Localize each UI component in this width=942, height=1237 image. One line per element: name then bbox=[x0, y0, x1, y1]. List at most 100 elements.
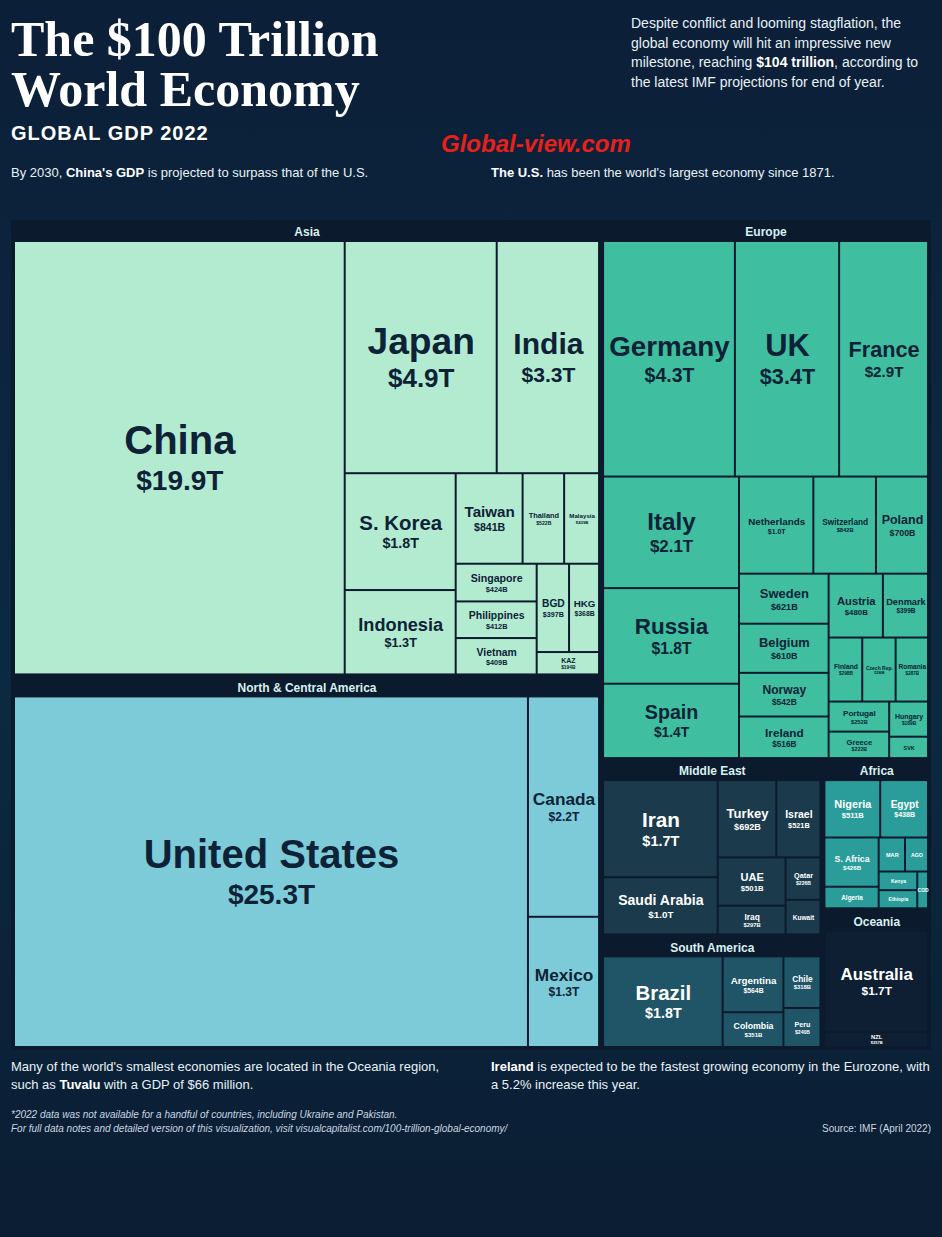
svg-text:Iran: Iran bbox=[642, 808, 680, 831]
svg-text:Germany: Germany bbox=[609, 331, 730, 362]
svg-text:$621B: $621B bbox=[771, 602, 798, 612]
svg-text:$692B: $692B bbox=[734, 822, 761, 832]
svg-text:United States: United States bbox=[144, 832, 400, 876]
svg-text:$399B: $399B bbox=[896, 607, 915, 615]
svg-text:Switzerland: Switzerland bbox=[822, 518, 868, 527]
svg-text:Mexico: Mexico bbox=[535, 965, 594, 985]
svg-text:S. Africa: S. Africa bbox=[835, 854, 870, 864]
svg-text:Ireland: Ireland bbox=[765, 726, 804, 739]
svg-text:$297B: $297B bbox=[743, 922, 760, 928]
svg-text:Japan: Japan bbox=[368, 320, 475, 362]
svg-text:Ethiopia: Ethiopia bbox=[889, 896, 909, 902]
svg-text:$501B: $501B bbox=[741, 884, 764, 893]
svg-text:$426B: $426B bbox=[843, 864, 862, 871]
svg-text:$2.2T: $2.2T bbox=[549, 810, 581, 824]
svg-text:Czech Rep.: Czech Rep. bbox=[866, 665, 894, 671]
svg-text:North & Central America: North & Central America bbox=[238, 681, 377, 695]
svg-text:Canada: Canada bbox=[533, 789, 596, 809]
svg-text:France: France bbox=[848, 337, 919, 362]
svg-text:$1.3T: $1.3T bbox=[384, 635, 417, 650]
svg-text:$522B: $522B bbox=[536, 520, 552, 526]
svg-text:SVK: SVK bbox=[904, 745, 915, 751]
svg-text:Kenya: Kenya bbox=[891, 878, 906, 884]
svg-text:Spain: Spain bbox=[645, 701, 699, 723]
svg-text:Vietnam: Vietnam bbox=[477, 647, 517, 658]
svg-text:Philippines: Philippines bbox=[469, 610, 525, 621]
svg-text:$2.1T: $2.1T bbox=[650, 537, 694, 556]
svg-text:South America: South America bbox=[670, 941, 755, 955]
svg-text:Nigeria: Nigeria bbox=[834, 798, 872, 810]
svg-text:AGO: AGO bbox=[911, 852, 923, 858]
svg-text:Norway: Norway bbox=[762, 683, 806, 697]
svg-text:$194B: $194B bbox=[561, 665, 576, 670]
svg-text:Argentina: Argentina bbox=[731, 975, 777, 986]
svg-text:Belgium: Belgium bbox=[759, 635, 810, 650]
svg-text:China: China bbox=[124, 418, 236, 462]
svg-text:$257B: $257B bbox=[871, 1040, 883, 1045]
svg-text:Chile: Chile bbox=[792, 974, 813, 984]
svg-text:$521B: $521B bbox=[788, 821, 810, 830]
svg-text:$511B: $511B bbox=[842, 811, 865, 820]
svg-text:$3.4T: $3.4T bbox=[760, 364, 815, 389]
svg-text:UK: UK bbox=[765, 328, 810, 363]
svg-text:Hungary: Hungary bbox=[895, 713, 923, 721]
svg-text:Romania: Romania bbox=[899, 663, 927, 670]
svg-text:Iraq: Iraq bbox=[744, 912, 759, 922]
svg-text:$1.7T: $1.7T bbox=[862, 984, 893, 998]
svg-text:Finland: Finland bbox=[834, 663, 858, 670]
svg-text:$19.9T: $19.9T bbox=[136, 465, 223, 496]
svg-text:$480B: $480B bbox=[845, 608, 868, 617]
svg-text:Saudi Arabia: Saudi Arabia bbox=[618, 892, 704, 908]
svg-text:Africa: Africa bbox=[860, 764, 894, 778]
svg-text:$189B: $189B bbox=[902, 721, 917, 726]
svg-text:$222B: $222B bbox=[852, 746, 868, 752]
svg-text:S. Korea: S. Korea bbox=[359, 512, 442, 534]
svg-text:Australia: Australia bbox=[841, 965, 914, 984]
svg-text:$516B: $516B bbox=[772, 740, 796, 749]
svg-text:Kuwait: Kuwait bbox=[793, 914, 815, 921]
svg-text:Middle East: Middle East bbox=[679, 764, 746, 778]
svg-text:Israel: Israel bbox=[785, 808, 813, 820]
svg-text:$368B: $368B bbox=[574, 610, 594, 618]
svg-text:$424B: $424B bbox=[486, 585, 509, 594]
svg-text:$1.4T: $1.4T bbox=[654, 725, 690, 740]
svg-text:$841B: $841B bbox=[474, 521, 506, 533]
svg-text:$1.3T: $1.3T bbox=[549, 985, 581, 999]
svg-text:$3.3T: $3.3T bbox=[521, 363, 575, 386]
svg-text:Oceania: Oceania bbox=[853, 915, 900, 929]
svg-text:NZL: NZL bbox=[871, 1034, 883, 1040]
svg-text:$438B: $438B bbox=[894, 811, 915, 819]
svg-text:$1.8T: $1.8T bbox=[382, 535, 419, 551]
svg-text:$1.0T: $1.0T bbox=[648, 909, 673, 920]
svg-text:Singapore: Singapore bbox=[471, 572, 523, 584]
svg-text:Taiwan: Taiwan bbox=[465, 503, 515, 520]
svg-text:$296B: $296B bbox=[874, 671, 885, 675]
svg-text:HKG: HKG bbox=[574, 598, 596, 609]
svg-text:Indonesia: Indonesia bbox=[358, 615, 444, 635]
svg-text:Thailand: Thailand bbox=[529, 511, 560, 520]
svg-text:Sweden: Sweden bbox=[760, 586, 809, 601]
svg-text:Netherlands: Netherlands bbox=[748, 516, 805, 527]
svg-text:$1.0T: $1.0T bbox=[768, 527, 786, 535]
svg-text:BGD: BGD bbox=[542, 598, 565, 609]
svg-text:$318B: $318B bbox=[794, 984, 811, 990]
svg-text:India: India bbox=[513, 327, 583, 360]
svg-text:$2.9T: $2.9T bbox=[865, 363, 905, 380]
svg-text:$1.8T: $1.8T bbox=[645, 1005, 682, 1021]
svg-text:Italy: Italy bbox=[647, 508, 696, 535]
svg-text:$287B: $287B bbox=[906, 671, 920, 676]
svg-text:$351B: $351B bbox=[744, 1031, 763, 1038]
svg-text:Austria: Austria bbox=[837, 595, 876, 607]
svg-text:KAZ: KAZ bbox=[561, 657, 576, 664]
svg-text:$252B: $252B bbox=[851, 719, 868, 725]
svg-text:$842B: $842B bbox=[837, 527, 854, 533]
svg-text:$240B: $240B bbox=[795, 1029, 810, 1035]
svg-text:$25.3T: $25.3T bbox=[228, 879, 315, 910]
svg-text:$409B: $409B bbox=[486, 658, 507, 667]
svg-text:Russia: Russia bbox=[635, 614, 709, 639]
svg-text:$564B: $564B bbox=[743, 987, 763, 995]
svg-text:Asia: Asia bbox=[294, 225, 320, 239]
svg-text:$1.8T: $1.8T bbox=[652, 640, 692, 657]
svg-text:Malaysia: Malaysia bbox=[569, 512, 595, 519]
svg-text:$4.9T: $4.9T bbox=[388, 363, 455, 393]
